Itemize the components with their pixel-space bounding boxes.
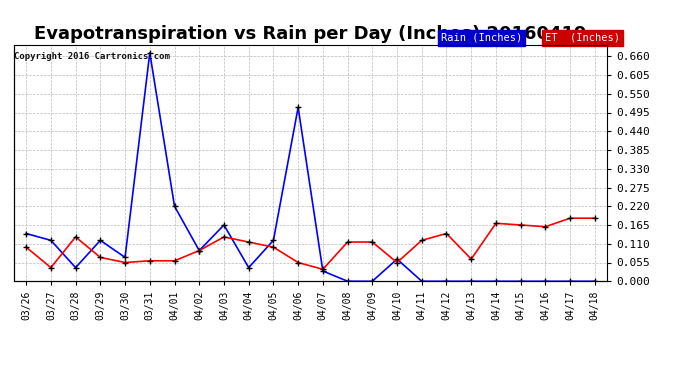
- Text: ET  (Inches): ET (Inches): [545, 33, 620, 43]
- Title: Evapotranspiration vs Rain per Day (Inches) 20160419: Evapotranspiration vs Rain per Day (Inch…: [34, 26, 586, 44]
- Text: Copyright 2016 Cartronics.com: Copyright 2016 Cartronics.com: [14, 52, 170, 61]
- Text: Rain (Inches): Rain (Inches): [441, 33, 522, 43]
